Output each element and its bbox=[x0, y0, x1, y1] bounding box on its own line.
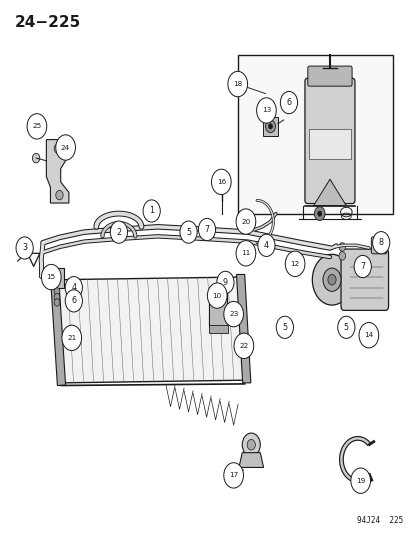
Circle shape bbox=[242, 433, 260, 456]
Circle shape bbox=[207, 283, 227, 308]
Circle shape bbox=[358, 322, 378, 348]
Circle shape bbox=[313, 207, 324, 221]
Circle shape bbox=[247, 439, 255, 450]
Text: 6: 6 bbox=[286, 98, 291, 107]
Circle shape bbox=[353, 255, 370, 278]
Circle shape bbox=[54, 288, 60, 295]
Text: 10: 10 bbox=[212, 293, 221, 298]
Circle shape bbox=[223, 301, 243, 327]
Circle shape bbox=[375, 241, 381, 249]
Text: 8: 8 bbox=[378, 238, 383, 247]
Text: 23: 23 bbox=[228, 311, 238, 317]
Circle shape bbox=[322, 268, 340, 292]
Text: 14: 14 bbox=[363, 332, 373, 338]
Circle shape bbox=[41, 264, 61, 290]
Circle shape bbox=[198, 219, 215, 240]
Circle shape bbox=[280, 92, 297, 114]
Circle shape bbox=[372, 232, 389, 254]
Text: 21: 21 bbox=[67, 335, 76, 341]
Circle shape bbox=[54, 294, 60, 301]
Text: 5: 5 bbox=[185, 228, 191, 237]
FancyBboxPatch shape bbox=[307, 66, 351, 86]
Polygon shape bbox=[50, 277, 65, 385]
Text: 9: 9 bbox=[222, 278, 228, 287]
Text: 24−225: 24−225 bbox=[14, 15, 81, 30]
Text: 5: 5 bbox=[343, 323, 348, 332]
Circle shape bbox=[56, 190, 63, 200]
Circle shape bbox=[215, 296, 221, 304]
Circle shape bbox=[54, 299, 60, 306]
Text: 12: 12 bbox=[290, 261, 299, 267]
FancyBboxPatch shape bbox=[340, 249, 388, 310]
Circle shape bbox=[216, 271, 233, 294]
Text: 17: 17 bbox=[228, 472, 238, 479]
Circle shape bbox=[56, 135, 75, 160]
FancyBboxPatch shape bbox=[209, 293, 227, 328]
Circle shape bbox=[275, 316, 293, 338]
Circle shape bbox=[221, 281, 227, 289]
Circle shape bbox=[265, 120, 275, 133]
Text: 3: 3 bbox=[22, 244, 27, 253]
Bar bbox=[237, 55, 392, 214]
Circle shape bbox=[311, 254, 351, 305]
Text: 13: 13 bbox=[261, 108, 271, 114]
Text: 19: 19 bbox=[355, 478, 364, 483]
Circle shape bbox=[256, 98, 275, 123]
Text: 11: 11 bbox=[241, 251, 250, 256]
Text: 20: 20 bbox=[241, 219, 250, 224]
Circle shape bbox=[32, 154, 40, 163]
Circle shape bbox=[65, 277, 82, 299]
Circle shape bbox=[223, 463, 243, 488]
Text: 25: 25 bbox=[32, 123, 41, 130]
Text: 6: 6 bbox=[71, 296, 76, 305]
Text: 24: 24 bbox=[61, 144, 70, 150]
Circle shape bbox=[180, 221, 197, 243]
Polygon shape bbox=[313, 179, 346, 206]
Circle shape bbox=[338, 243, 345, 251]
Circle shape bbox=[257, 234, 274, 256]
Text: 94J24  225: 94J24 225 bbox=[356, 515, 403, 524]
Bar bbox=[308, 129, 350, 159]
Polygon shape bbox=[236, 274, 250, 383]
Circle shape bbox=[268, 124, 272, 129]
Bar bbox=[50, 268, 64, 288]
Polygon shape bbox=[57, 277, 243, 383]
Circle shape bbox=[143, 200, 160, 222]
Circle shape bbox=[211, 169, 230, 195]
Circle shape bbox=[327, 274, 335, 285]
FancyBboxPatch shape bbox=[304, 78, 354, 204]
Circle shape bbox=[227, 71, 247, 97]
FancyBboxPatch shape bbox=[370, 237, 386, 254]
Polygon shape bbox=[46, 140, 69, 203]
Text: 7: 7 bbox=[204, 225, 209, 234]
Circle shape bbox=[65, 290, 82, 312]
Circle shape bbox=[285, 251, 304, 277]
Text: 5: 5 bbox=[282, 323, 287, 332]
Text: 18: 18 bbox=[233, 81, 242, 87]
Text: 22: 22 bbox=[239, 343, 248, 349]
Text: 16: 16 bbox=[216, 179, 225, 185]
Text: 15: 15 bbox=[47, 274, 56, 280]
Bar bbox=[263, 117, 277, 136]
Text: 7: 7 bbox=[359, 262, 364, 271]
Text: 2: 2 bbox=[116, 228, 121, 237]
Circle shape bbox=[27, 114, 47, 139]
Text: 4: 4 bbox=[263, 241, 268, 250]
Polygon shape bbox=[238, 453, 263, 467]
Circle shape bbox=[338, 252, 345, 260]
Text: 4: 4 bbox=[71, 283, 76, 292]
Circle shape bbox=[54, 144, 62, 154]
Circle shape bbox=[110, 221, 127, 243]
Bar bbox=[208, 325, 228, 333]
Text: 1: 1 bbox=[149, 206, 154, 215]
Circle shape bbox=[235, 209, 255, 234]
Circle shape bbox=[317, 211, 321, 216]
Circle shape bbox=[235, 240, 255, 266]
Circle shape bbox=[233, 333, 253, 359]
Circle shape bbox=[62, 325, 81, 351]
Circle shape bbox=[337, 316, 354, 338]
Circle shape bbox=[350, 468, 370, 494]
Circle shape bbox=[16, 237, 33, 259]
